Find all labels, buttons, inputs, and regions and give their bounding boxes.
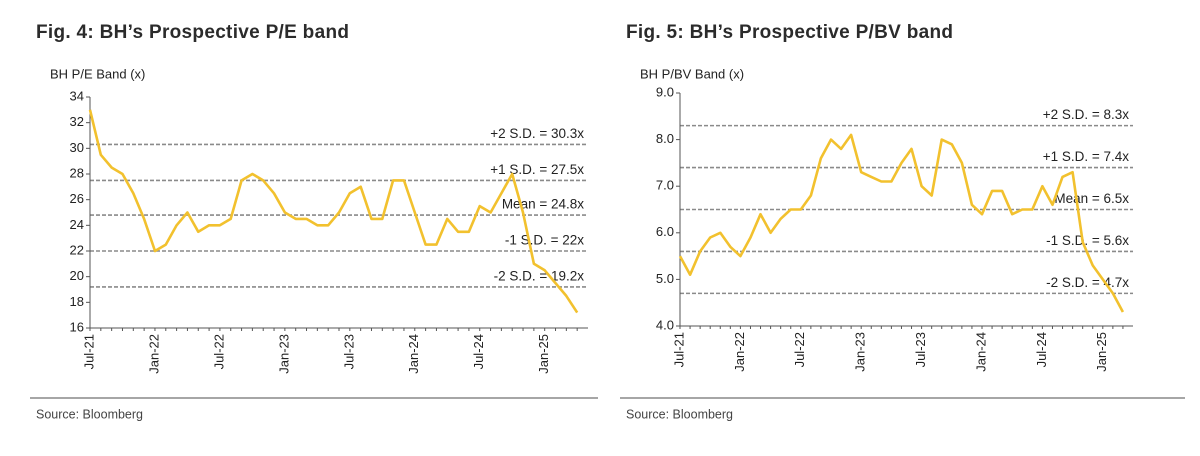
y-tick-label: 4.0 [656,317,674,332]
y-tick-label: 8.0 [656,131,674,146]
source: Source: Bloomberg [36,407,143,421]
band-label: Mean = 6.5x [1054,191,1129,206]
band-label: -2 S.D. = 4.7x [1046,275,1129,290]
y-tick-label: 16 [70,319,84,334]
x-tick-label: Jul-21 [671,332,686,367]
y-axis-label: BH P/E Band (x) [50,66,145,81]
x-tick-label: Jan-23 [853,332,868,372]
chart-title: Fig. 4: BH’s Prospective P/E band [36,22,349,43]
y-tick-label: 34 [70,88,84,103]
y-tick-label: 20 [70,268,84,283]
band-label: +1 S.D. = 7.4x [1043,149,1130,164]
x-tick-label: Jul-24 [471,334,486,369]
y-tick-label: 26 [70,191,84,206]
x-tick-label: Jul-22 [792,332,807,367]
band-label: +2 S.D. = 30.3x [490,126,584,141]
x-tick-label: Jan-24 [973,332,988,372]
band-label: +2 S.D. = 8.3x [1043,107,1130,122]
y-tick-label: 30 [70,140,84,155]
y-tick-label: 18 [70,294,84,309]
data-line [88,109,579,314]
x-tick-label: Jan-25 [536,334,551,374]
x-tick-label: Jan-22 [146,334,161,374]
y-tick-label: 22 [70,242,84,257]
x-tick-label: Jan-23 [276,334,291,374]
chart-title: Fig. 5: BH’s Prospective P/BV band [626,22,953,43]
y-tick-label: 9.0 [656,84,674,99]
y-tick-label: 28 [70,165,84,180]
y-tick-label: 24 [70,217,84,232]
band-label: -2 S.D. = 19.2x [494,268,585,283]
source: Source: Bloomberg [626,407,733,421]
x-tick-label: Jul-21 [81,334,96,369]
band-label: -1 S.D. = 5.6x [1046,233,1129,248]
x-tick-label: Jul-23 [913,332,928,367]
x-tick-label: Jan-25 [1094,332,1109,372]
y-tick-label: 6.0 [656,224,674,239]
y-tick-label: 32 [70,114,84,129]
y-axis-label: BH P/BV Band (x) [640,66,744,81]
data-line [678,133,1125,313]
x-tick-label: Jan-24 [406,334,421,374]
x-tick-label: Jul-23 [341,334,356,369]
x-tick-label: Jul-22 [211,334,226,369]
x-tick-label: Jan-22 [732,332,747,372]
band-label: Mean = 24.8x [502,197,584,212]
x-tick-label: Jul-24 [1034,332,1049,367]
y-tick-label: 7.0 [656,178,674,193]
y-tick-label: 5.0 [656,271,674,286]
band-label: -1 S.D. = 22x [505,233,584,248]
band-label: +1 S.D. = 27.5x [490,162,584,177]
